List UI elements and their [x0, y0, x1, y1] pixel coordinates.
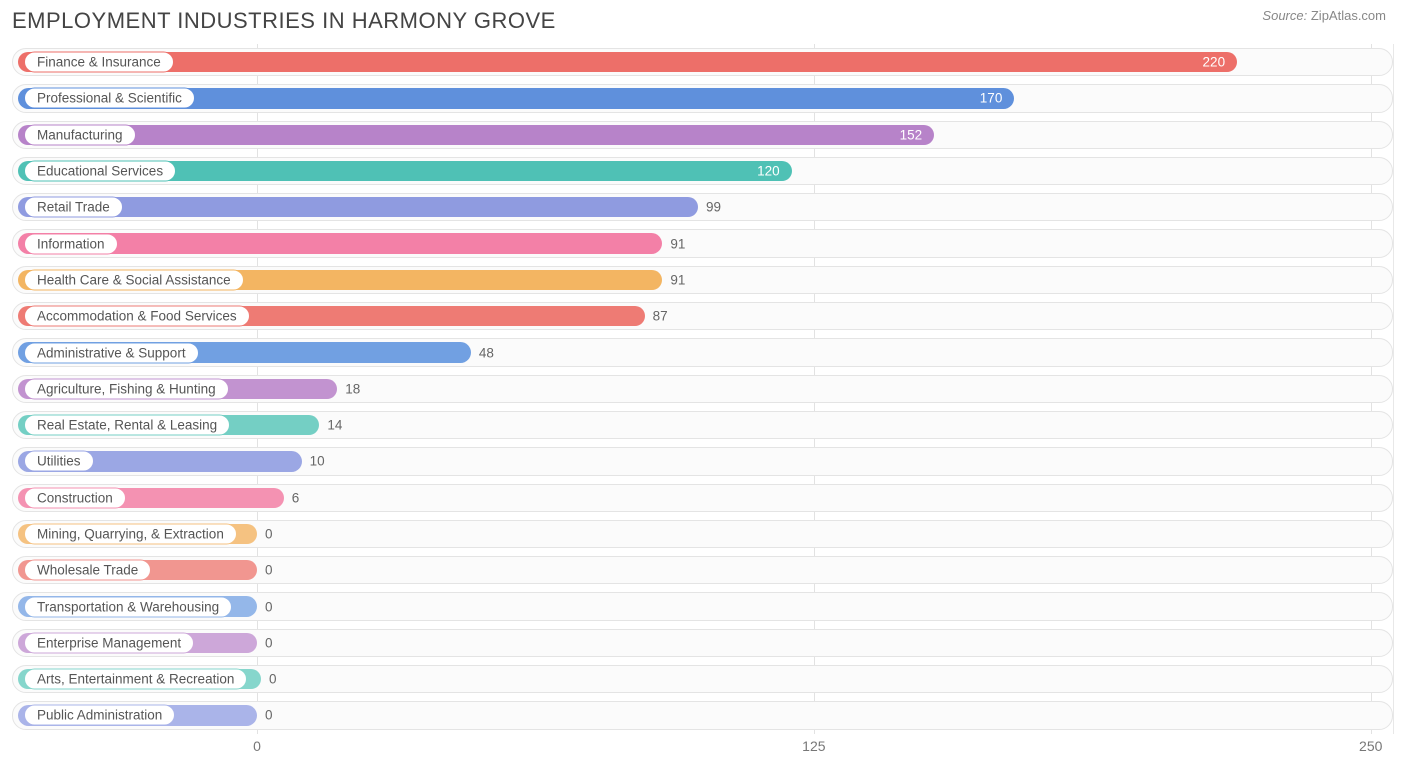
bar-label-pill: Information: [24, 233, 118, 254]
source-credit: Source: ZipAtlas.com: [1262, 8, 1386, 23]
bar-row: Transportation & Warehousing 0: [12, 588, 1393, 624]
bar-value: 6: [292, 490, 300, 505]
bar-value: 152: [18, 127, 934, 142]
bar-row: Enterprise Management 0: [12, 625, 1393, 661]
bar-row: Agriculture, Fishing & Hunting 18: [12, 371, 1393, 407]
source-name: ZipAtlas.com: [1311, 8, 1386, 23]
bar-row: Accommodation & Food Services 87: [12, 298, 1393, 334]
bar-label-pill: Transportation & Warehousing: [24, 596, 232, 617]
bar-row: Manufacturing152: [12, 117, 1393, 153]
x-tick-label: 0: [253, 738, 261, 754]
bar-row: Information 91: [12, 225, 1393, 261]
bar-label-pill: Public Administration: [24, 705, 175, 726]
bar-label-pill: Administrative & Support: [24, 342, 199, 363]
x-tick-label: 125: [802, 738, 825, 754]
bar-label-pill: Enterprise Management: [24, 632, 194, 653]
bar-label-pill: Wholesale Trade: [24, 560, 151, 581]
chart-plot: Finance & Insurance220Professional & Sci…: [12, 44, 1394, 734]
bar-value: 120: [18, 164, 792, 179]
bar-row: Educational Services120: [12, 153, 1393, 189]
bar-label-pill: Health Care & Social Assistance: [24, 269, 244, 290]
bar-row: Finance & Insurance220: [12, 44, 1393, 80]
bar-label-pill: Construction: [24, 487, 126, 508]
bar-row: Public Administration 0: [12, 697, 1393, 733]
bar-value: 220: [18, 55, 1237, 70]
bar-value: 87: [653, 309, 668, 324]
bar-value: 18: [345, 381, 360, 396]
bar-value: 10: [310, 454, 325, 469]
bar-label-pill: Real Estate, Rental & Leasing: [24, 415, 230, 436]
source-label: Source:: [1262, 8, 1307, 23]
bar-label-pill: Utilities: [24, 451, 94, 472]
bar-value: 0: [265, 635, 273, 650]
bar-value: 14: [327, 418, 342, 433]
page-title: EMPLOYMENT INDUSTRIES IN HARMONY GROVE: [12, 8, 556, 34]
bar-value: 0: [265, 599, 273, 614]
bar-row: Real Estate, Rental & Leasing 14: [12, 407, 1393, 443]
bar-label-pill: Mining, Quarrying, & Extraction: [24, 524, 237, 545]
bar-row: Administrative & Support 48: [12, 334, 1393, 370]
bar-label-pill: Accommodation & Food Services: [24, 306, 250, 327]
bar-value: 0: [265, 708, 273, 723]
bar-row: Retail Trade 99: [12, 189, 1393, 225]
bar-label-pill: Agriculture, Fishing & Hunting: [24, 378, 229, 399]
bar-row: Health Care & Social Assistance 91: [12, 262, 1393, 298]
bar-row: Wholesale Trade 0: [12, 552, 1393, 588]
chart: Finance & Insurance220Professional & Sci…: [12, 44, 1394, 766]
bar-value: 0: [265, 527, 273, 542]
bar-row: Construction 6: [12, 480, 1393, 516]
bar-value: 91: [670, 272, 685, 287]
bar-row: Arts, Entertainment & Recreation 0: [12, 661, 1393, 697]
bar-value: 0: [265, 563, 273, 578]
x-axis: 0 125 250: [12, 736, 1394, 762]
bar-value: 91: [670, 236, 685, 251]
x-tick-label: 250: [1359, 738, 1382, 754]
bar-value: 99: [706, 200, 721, 215]
bar-row: Professional & Scientific170: [12, 80, 1393, 116]
bar-label-pill: Retail Trade: [24, 197, 123, 218]
bar-value: 48: [479, 345, 494, 360]
bar-row: Utilities 10: [12, 443, 1393, 479]
bar-row: Mining, Quarrying, & Extraction 0: [12, 516, 1393, 552]
bar-label-pill: Arts, Entertainment & Recreation: [24, 669, 247, 690]
bar-value: 0: [269, 672, 277, 687]
header: EMPLOYMENT INDUSTRIES IN HARMONY GROVE S…: [0, 0, 1406, 38]
bar-value: 170: [18, 91, 1014, 106]
